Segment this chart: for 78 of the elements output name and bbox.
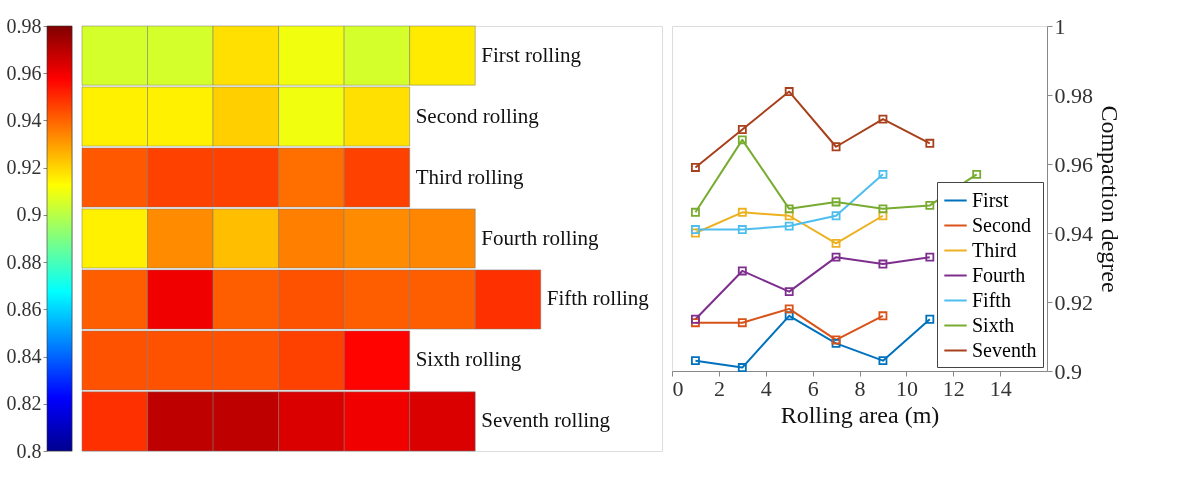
point: [784, 211, 794, 221]
point: [691, 314, 700, 324]
y-tick-label: 1: [1054, 13, 1066, 39]
color-bar-label: 0.84: [6, 345, 42, 368]
point: [925, 252, 935, 262]
y-tick-label: Sixth rolling: [415, 347, 522, 372]
color-bar-label: 0.88: [6, 250, 42, 273]
x-tick-label: 12: [942, 375, 965, 401]
color-bar-label: 0.96: [6, 61, 42, 84]
point: [878, 211, 888, 221]
point: [737, 266, 747, 276]
point: [972, 169, 982, 179]
point: [878, 114, 888, 124]
point: [784, 204, 794, 214]
color-bar-label: 0.82: [6, 392, 42, 415]
x-tick-label: 2: [713, 375, 725, 401]
legend-label: Fourth: [972, 263, 1026, 286]
color-bar-label: 0.86: [6, 297, 42, 320]
point: [784, 287, 794, 297]
point: [737, 125, 747, 134]
y-tick-label: Fourth rolling: [481, 225, 599, 250]
point: [878, 204, 888, 214]
y-tick-label: 0.9: [1054, 358, 1082, 384]
legend-label: Sixth: [972, 313, 1015, 336]
point: [691, 225, 700, 234]
legend-label: Third: [972, 238, 1017, 261]
color-bar-label: 0.92: [6, 156, 42, 179]
x-tick-label: 14: [989, 375, 1012, 401]
point: [878, 259, 888, 269]
y-tick-label: Fifth rolling: [546, 286, 650, 311]
point: [737, 318, 747, 328]
point: [691, 318, 700, 328]
legend-label: Fifth: [972, 288, 1011, 311]
point: [784, 221, 794, 231]
y-tick-label: Second rolling: [415, 103, 540, 128]
y-tick-label: Third rolling: [415, 164, 525, 189]
legend-label: Seventh: [972, 338, 1037, 361]
x-tick-label: 10: [895, 375, 918, 401]
point: [925, 138, 935, 148]
point: [831, 142, 841, 152]
point: [691, 356, 700, 366]
color-bar-label: 0.94: [6, 108, 42, 131]
point: [737, 225, 747, 234]
point: [737, 363, 747, 372]
point: [691, 207, 700, 217]
point: [831, 252, 841, 262]
point: [784, 87, 794, 96]
x-tick-label: 0: [672, 375, 684, 401]
point: [925, 200, 935, 210]
point: [691, 228, 700, 238]
y-tick-label: 0.94: [1054, 220, 1093, 246]
x-axis-title: Rolling area (m): [780, 401, 940, 428]
x-tick-label: 6: [807, 375, 819, 401]
point: [691, 163, 700, 172]
x-tick-label: 8: [854, 375, 866, 401]
point: [737, 207, 747, 217]
x-tick-label: 4: [760, 375, 772, 401]
legend-label: Second: [972, 213, 1031, 236]
point: [925, 314, 935, 324]
y-axis-title: Compaction degree: [1097, 105, 1123, 293]
y-tick-label: First rolling: [481, 42, 582, 67]
y-tick-label: 0.98: [1054, 82, 1093, 108]
y-tick-label: Seventh rolling: [481, 408, 611, 433]
point: [784, 304, 794, 314]
point: [784, 311, 794, 321]
point: [831, 211, 841, 221]
point: [737, 135, 747, 145]
point: [831, 197, 841, 207]
y-tick-label: 0.96: [1054, 151, 1093, 177]
point: [831, 238, 841, 248]
color-bar-label: 0.9: [16, 203, 42, 226]
color-bar-label: 0.8: [16, 439, 42, 462]
legend-label: First: [972, 188, 1010, 211]
point: [878, 356, 888, 366]
y-tick-label: 0.92: [1054, 289, 1093, 315]
color-bar-label: 0.98: [6, 14, 42, 37]
point: [878, 169, 888, 179]
point: [878, 311, 888, 321]
